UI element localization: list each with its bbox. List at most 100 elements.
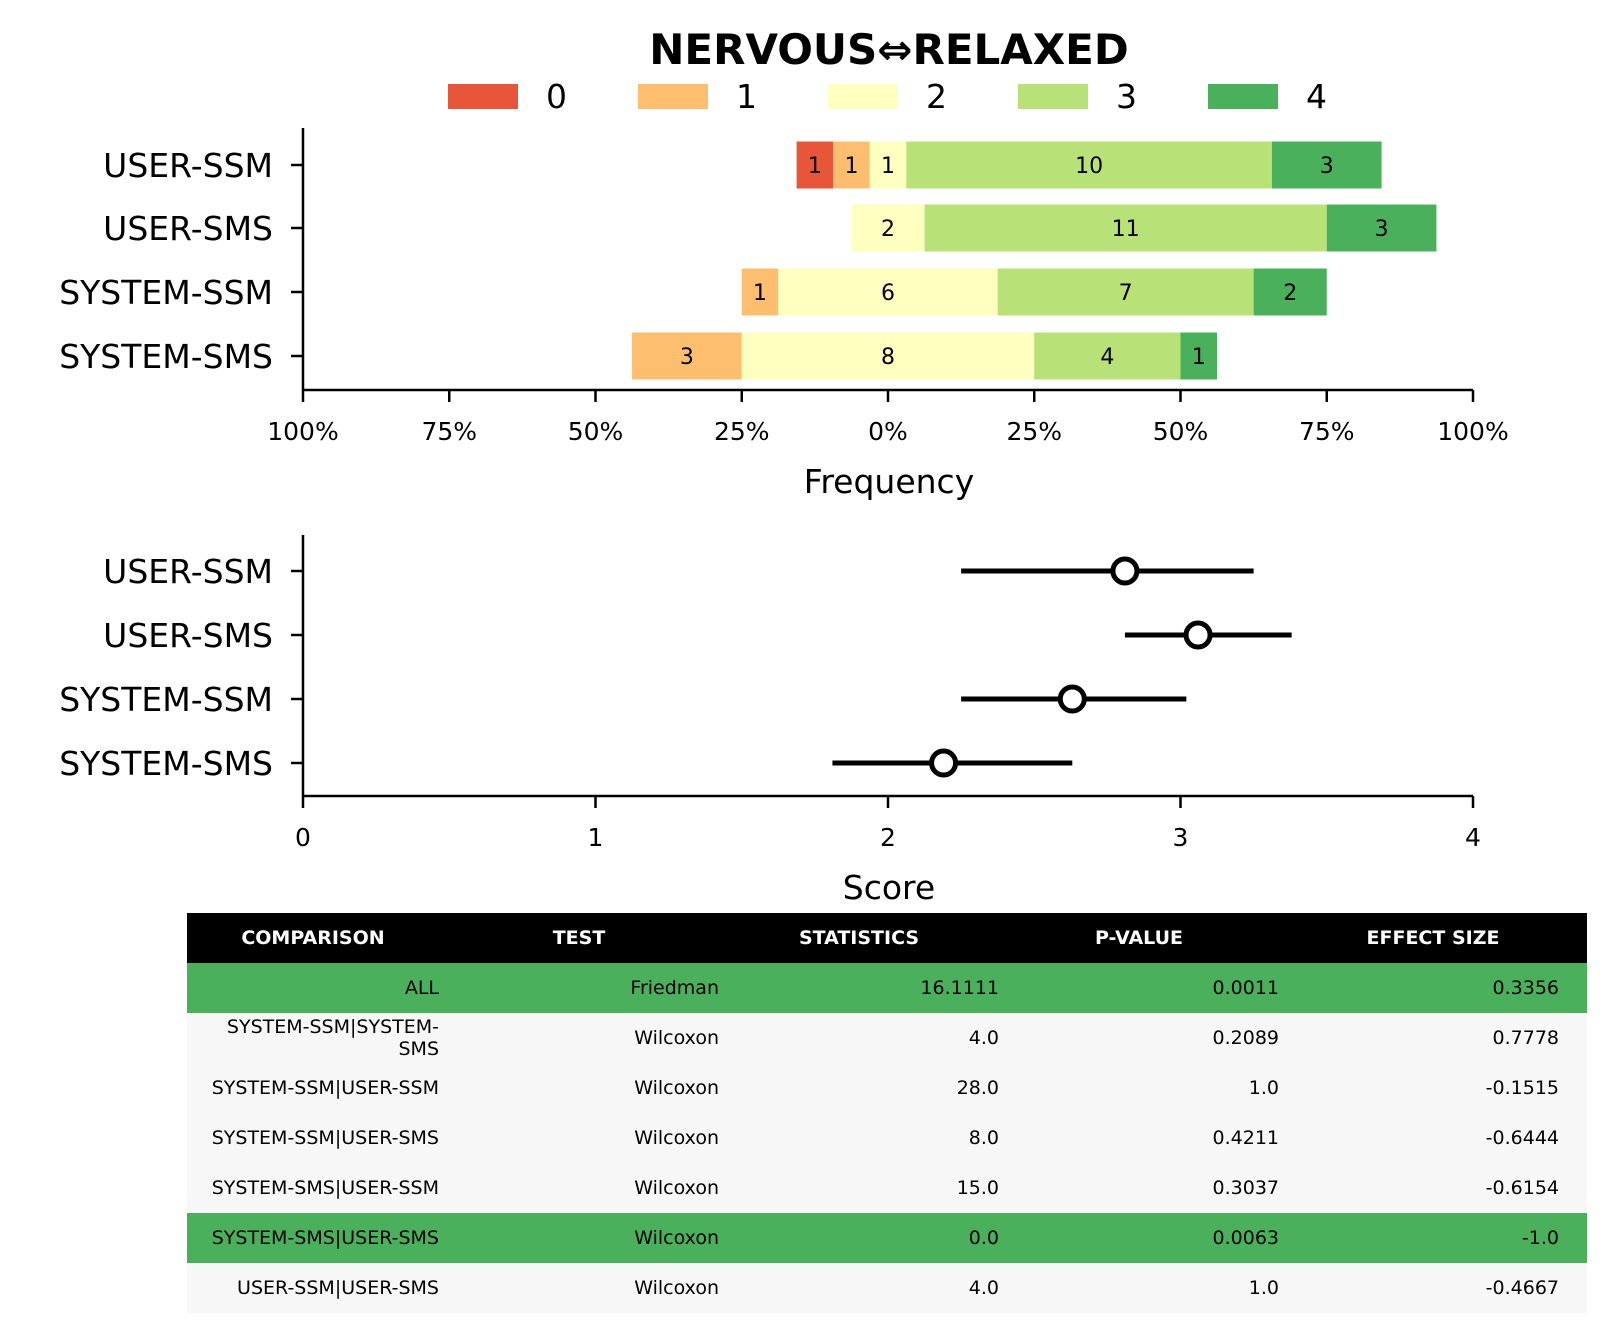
stats-table-cell-p-value: 1.0 (1248, 1077, 1279, 1099)
stats-table-body: ALL Friedman 16.1111 0.0011 0.3356 SYSTEM-SSM… (187, 963, 1587, 1313)
likert-category-label-system-ssm: SYSTEM-SSM (59, 273, 273, 312)
stats-table-row: SYSTEM-SMS|USER-SSM Wilcoxon 15.0 0.3037 -0.… (187, 1163, 1587, 1213)
likert-bar-segment-user-ssm-3 (906, 141, 1272, 189)
stats-table-cell-test: Wilcoxon (634, 1027, 719, 1049)
stats-table-cell-p-value: 1.0 (1248, 1277, 1279, 1299)
score-x-tick-label: 4 (1465, 823, 1481, 852)
likert-bar-data-label: 6 (881, 281, 895, 306)
likert-x-tick-label: 25% (714, 417, 770, 446)
stats-table-container: COMPARISON TEST STATISTICS P-VALUE EFFEC… (187, 913, 1587, 1313)
likert-bar-data-label: 1 (808, 154, 822, 179)
likert-bar-data-label: 3 (1320, 154, 1334, 179)
legend-swatch-0 (448, 84, 518, 109)
column-header-comparison: COMPARISON (187, 913, 439, 963)
likert-bar-segment-user-ssm-4 (1271, 141, 1382, 189)
stats-table-cell-p-value: 0.3037 (1212, 1177, 1279, 1199)
stats-table-cell-test: Wilcoxon (634, 1127, 719, 1149)
stats-table-cell-effect-size: 0.7778 (1492, 1027, 1559, 1049)
likert-bar-data-label: 1 (844, 154, 858, 179)
likert-bar-data-label: 1 (753, 281, 767, 306)
likert-bar-segment-user-sms-3 (924, 204, 1327, 252)
stats-table-cell-p-value: 0.2089 (1212, 1027, 1279, 1049)
likert-bar-data-label: 2 (1283, 281, 1297, 306)
likert-bar-data-label: 7 (1119, 281, 1133, 306)
stats-table-cell-comparison: SYSTEM-SMS|USER-SMS (211, 1227, 439, 1249)
stats-table-cell-effect-size: -1.0 (1521, 1227, 1559, 1249)
column-header-effect-size: EFFECT SIZE (1279, 913, 1587, 963)
stats-table-cell-comparison: SYSTEM-SSM|USER-SMS (211, 1127, 439, 1149)
likert-x-tick-label: 75% (1299, 417, 1355, 446)
likert-bar-segment-user-ssm-2 (869, 141, 907, 189)
score-mean-point-system-ssm (1057, 684, 1087, 714)
stats-table-cell-statistics: 8.0 (968, 1127, 999, 1149)
column-header-p-value: P-VALUE (999, 913, 1279, 963)
likert-bar-data-label: 3 (680, 345, 694, 370)
likert-legend: 0 1 2 3 4 (448, 77, 1327, 116)
legend-label-3: 3 (1116, 77, 1137, 116)
likert-category-label-system-sms: SYSTEM-SMS (59, 337, 273, 376)
score-x-axis-label: Score (843, 868, 935, 907)
stats-table-cell-test: Wilcoxon (634, 1277, 719, 1299)
likert-x-tick-label: 100% (1437, 417, 1508, 446)
likert-bar-segment-system-sms-4 (1180, 332, 1218, 380)
likert-bar-segment-user-sms-2 (851, 204, 925, 252)
stats-table-row: SYSTEM-SMS|USER-SMS Wilcoxon 0.0 0.0063 -1.0 (187, 1213, 1587, 1263)
score-mean-point-user-ssm (1110, 556, 1140, 586)
stats-table: COMPARISON TEST STATISTICS P-VALUE EFFEC… (187, 913, 1587, 1313)
stats-table-cell-p-value: 0.0011 (1212, 977, 1279, 999)
column-header-test: TEST (439, 913, 719, 963)
likert-x-axis-label: Frequency (804, 462, 974, 501)
likert-category-label-user-ssm: USER-SSM (103, 146, 273, 185)
stats-table-cell-test: Wilcoxon (634, 1177, 719, 1199)
score-category-label-user-ssm: USER-SSM (103, 552, 273, 591)
column-header-statistics: STATISTICS (719, 913, 999, 963)
score-x-tick-label: 0 (295, 823, 311, 852)
stats-table-cell-statistics: 15.0 (956, 1177, 999, 1199)
stats-table-cell-comparison: SYSTEM-SSM|SYSTEM-SMS (226, 1016, 439, 1060)
legend-label-1: 1 (736, 77, 757, 116)
stats-table-row: SYSTEM-SSM|SYSTEM-SMS Wilcoxon 4.0 0.2089 0.… (187, 1013, 1587, 1063)
stats-table-header-row: COMPARISON TEST STATISTICS P-VALUE EFFEC… (187, 913, 1587, 963)
stats-table-cell-comparison: ALL (404, 977, 439, 999)
legend-label-4: 4 (1306, 77, 1327, 116)
likert-x-tick-label: 75% (421, 417, 477, 446)
likert-x-tick-label: 100% (267, 417, 338, 446)
legend-swatch-3 (1018, 84, 1088, 109)
likert-bar-segment-system-ssm-2 (778, 268, 998, 316)
stats-table-cell-statistics: 4.0 (968, 1277, 999, 1299)
likert-x-tick-label: 50% (568, 417, 624, 446)
stats-table-cell-comparison: SYSTEM-SSM|USER-SSM (211, 1077, 439, 1099)
score-x-tick-label: 1 (588, 823, 604, 852)
likert-category-label-user-sms: USER-SMS (103, 209, 273, 248)
stats-table-cell-statistics: 0.0 (968, 1227, 999, 1249)
likert-bar-segment-user-ssm-1 (833, 141, 870, 189)
legend-label-2: 2 (926, 77, 947, 116)
likert-bar-segment-system-ssm-3 (997, 268, 1254, 316)
stats-table-cell-comparison: SYSTEM-SMS|USER-SSM (211, 1177, 439, 1199)
stats-table-cell-statistics: 16.1111 (920, 977, 999, 999)
likert-chart-title: NERVOUS⇔RELAXED (649, 25, 1128, 74)
likert-bar-data-label: 1 (1192, 345, 1206, 370)
likert-bar-segment-user-sms-4 (1326, 204, 1437, 252)
legend-swatch-2 (828, 84, 898, 109)
likert-bar-data-label: 11 (1112, 217, 1140, 242)
stats-table-cell-effect-size: 0.3356 (1492, 977, 1559, 999)
likert-bar-data-label: 8 (881, 345, 895, 370)
likert-x-tick-label: 50% (1153, 417, 1209, 446)
score-mean-point-user-sms (1183, 620, 1213, 650)
score-category-label-system-sms: SYSTEM-SMS (59, 744, 273, 783)
stats-table-cell-statistics: 4.0 (968, 1027, 999, 1049)
likert-bar-segment-user-ssm-0 (796, 141, 834, 189)
stats-table-cell-effect-size: -0.4667 (1485, 1277, 1559, 1299)
stats-table-cell-statistics: 28.0 (956, 1077, 999, 1099)
legend-label-0: 0 (546, 77, 567, 116)
stats-table-row: ALL Friedman 16.1111 0.0011 0.3356 (187, 963, 1587, 1013)
likert-bar-data-label: 3 (1375, 217, 1389, 242)
likert-x-tick-label: 25% (1006, 417, 1062, 446)
legend-swatch-1 (638, 84, 708, 109)
stats-table-cell-test: Wilcoxon (634, 1077, 719, 1099)
likert-bar-segment-system-ssm-4 (1253, 268, 1327, 316)
score-category-label-user-sms: USER-SMS (103, 616, 273, 655)
score-x-tick-label: 2 (880, 823, 896, 852)
